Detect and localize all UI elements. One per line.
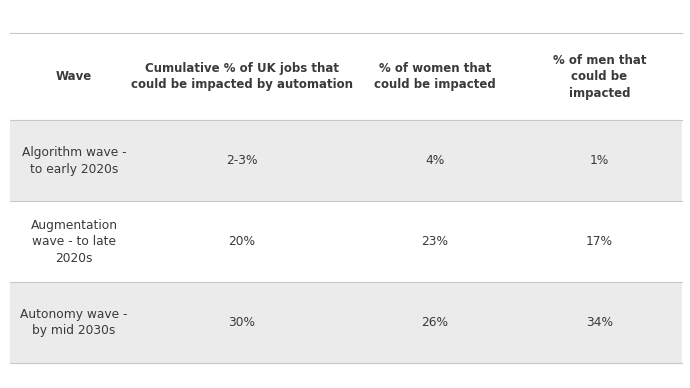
Text: 20%: 20% xyxy=(228,235,255,248)
Bar xyxy=(10,33,682,120)
Text: 4%: 4% xyxy=(425,154,444,167)
Text: Augmentation
wave - to late
2020s: Augmentation wave - to late 2020s xyxy=(30,218,117,265)
Text: % of women that
could be impacted: % of women that could be impacted xyxy=(374,62,496,92)
Text: Autonomy wave -
by mid 2030s: Autonomy wave - by mid 2030s xyxy=(21,308,128,337)
Text: Cumulative % of UK jobs that
could be impacted by automation: Cumulative % of UK jobs that could be im… xyxy=(131,62,353,92)
Text: % of men that
could be
impacted: % of men that could be impacted xyxy=(553,54,647,100)
Bar xyxy=(10,282,682,363)
Text: 1%: 1% xyxy=(590,154,609,167)
Text: 17%: 17% xyxy=(586,235,613,248)
Text: Wave: Wave xyxy=(56,70,92,83)
Text: 2-3%: 2-3% xyxy=(226,154,258,167)
Text: 26%: 26% xyxy=(422,316,448,329)
Text: 23%: 23% xyxy=(422,235,448,248)
Bar xyxy=(10,201,682,282)
Bar xyxy=(10,120,682,201)
Text: Algorithm wave -
to early 2020s: Algorithm wave - to early 2020s xyxy=(22,146,126,175)
Text: 30%: 30% xyxy=(228,316,255,329)
Text: 34%: 34% xyxy=(586,316,613,329)
